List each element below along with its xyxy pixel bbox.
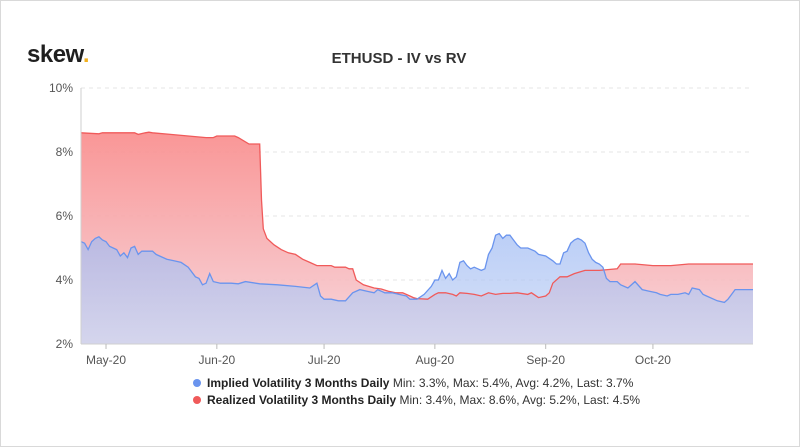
chart-title: ETHUSD - IV vs RV	[332, 50, 467, 67]
x-tick-label: Jun-20	[198, 353, 235, 367]
implied-volatility-area	[81, 233, 753, 344]
x-tick-label: Jul-20	[308, 353, 341, 367]
y-tick-label: 2%	[56, 337, 74, 351]
implied-volatility-line	[80, 232, 753, 304]
legend-marker-rv	[193, 396, 201, 404]
legend-item-implied-volatility[interactable]: Implied Volatility 3 Months Daily Min: 3…	[193, 376, 633, 390]
y-tick-label: 6%	[56, 209, 74, 223]
realized-volatility-line	[80, 131, 753, 300]
legend-marker-iv	[193, 379, 201, 387]
skew-logo: skew.	[27, 41, 90, 68]
x-tick-label: May-20	[86, 353, 126, 367]
x-tick-label: Sep-20	[526, 353, 565, 367]
y-tick-label: 10%	[49, 81, 73, 95]
y-tick-label: 8%	[56, 145, 74, 159]
legend-item-realized-volatility[interactable]: Realized Volatility 3 Months Daily Min: …	[193, 393, 640, 407]
x-tick-label: Aug-20	[416, 353, 455, 367]
x-tick-label: Oct-20	[635, 353, 671, 367]
y-tick-label: 4%	[56, 273, 74, 287]
